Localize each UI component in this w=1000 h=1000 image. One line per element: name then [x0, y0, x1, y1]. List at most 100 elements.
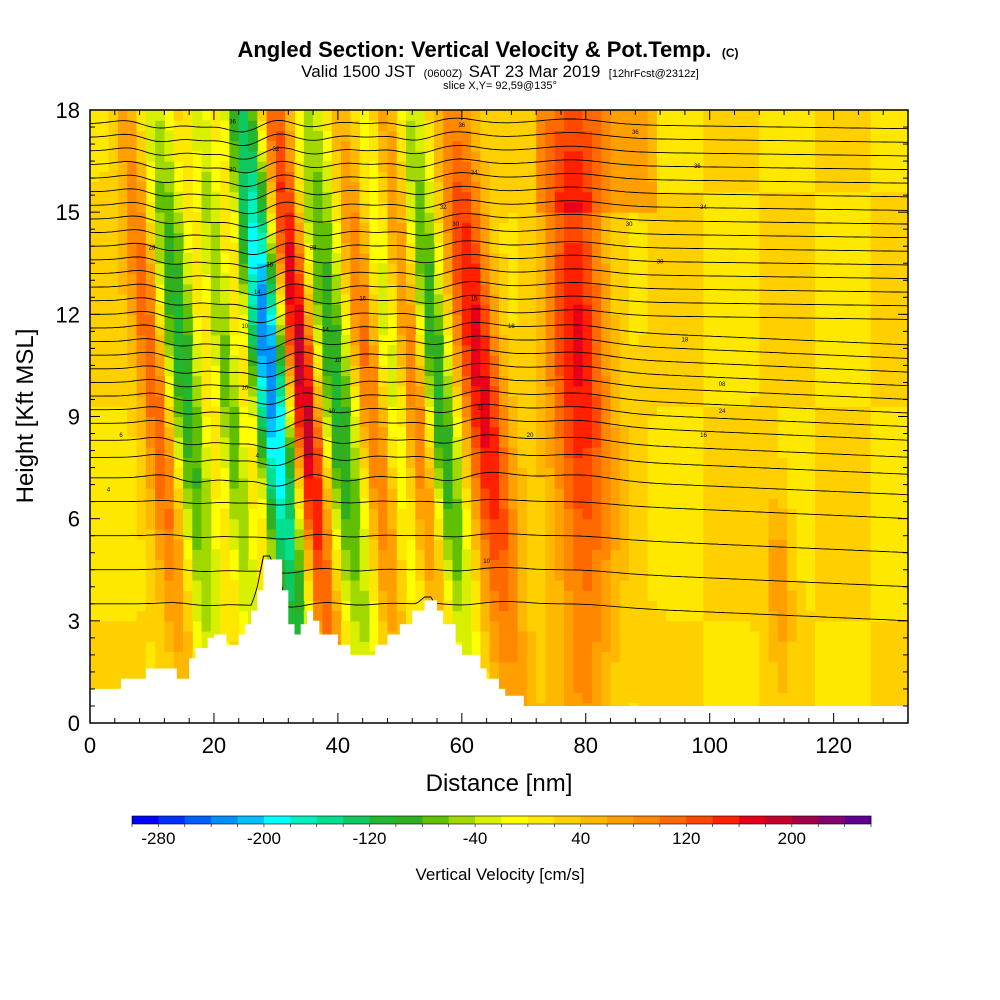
velocity-cell [433, 140, 444, 152]
velocity-cell [499, 140, 509, 152]
velocity-cell [666, 293, 677, 305]
velocity-cell [619, 191, 630, 203]
velocity-cell [796, 140, 807, 152]
velocity-cell [90, 304, 100, 315]
velocity-cell [712, 242, 723, 254]
velocity-cell [238, 477, 249, 489]
velocity-cell [740, 651, 751, 663]
velocity-cell [573, 580, 584, 591]
velocity-cell [341, 345, 351, 356]
velocity-cell [229, 447, 240, 458]
velocity-cell [740, 150, 751, 162]
velocity-cell [889, 283, 900, 295]
velocity-cell [536, 242, 547, 254]
velocity-cell [861, 314, 872, 326]
velocity-cell [796, 396, 807, 407]
velocity-cell [842, 620, 853, 632]
velocity-cell [285, 518, 296, 530]
velocity-cell [257, 457, 268, 469]
velocity-cell [461, 334, 472, 346]
velocity-cell [629, 651, 639, 663]
velocity-cell [350, 130, 361, 142]
velocity-cell [266, 273, 277, 285]
velocity-cell [489, 334, 500, 346]
velocity-cell [117, 396, 128, 407]
velocity-cell [266, 447, 277, 458]
velocity-cell [889, 569, 900, 581]
velocity-cell [759, 283, 770, 295]
velocity-cell [155, 447, 165, 458]
velocity-cell [452, 528, 463, 540]
velocity-cell [731, 590, 742, 601]
velocity-cell [294, 590, 305, 601]
velocity-cell [387, 120, 398, 131]
velocity-cell [712, 631, 723, 642]
velocity-cell [619, 498, 630, 509]
velocity-cell [619, 631, 630, 642]
velocity-cell [192, 130, 203, 142]
velocity-cell [545, 539, 556, 550]
velocity-cell [452, 508, 463, 520]
velocity-cell [396, 324, 407, 336]
velocity-cell [554, 569, 565, 581]
velocity-cell [880, 222, 890, 234]
velocity-cell [136, 191, 147, 203]
velocity-cell [889, 314, 900, 326]
velocity-cell [229, 416, 240, 428]
velocity-cell [90, 631, 100, 642]
velocity-cell [898, 498, 908, 509]
velocity-cell [638, 539, 649, 550]
velocity-cell [248, 161, 258, 172]
velocity-cell [824, 365, 835, 377]
velocity-cell [155, 385, 165, 397]
velocity-cell [554, 283, 565, 295]
velocity-cell [554, 539, 565, 550]
velocity-cell [740, 232, 751, 244]
velocity-cell [424, 273, 435, 285]
velocity-cell [666, 682, 677, 693]
velocity-cell [796, 600, 807, 612]
velocity-cell [824, 600, 835, 612]
velocity-cell [294, 528, 305, 540]
velocity-cell [703, 692, 714, 704]
velocity-cell [536, 477, 547, 489]
velocity-cell [396, 416, 407, 428]
velocity-cell [694, 590, 705, 601]
velocity-cell [192, 600, 203, 612]
velocity-cell [341, 253, 351, 264]
velocity-cell [712, 304, 723, 315]
velocity-cell [787, 641, 798, 653]
velocity-cell [127, 651, 138, 663]
velocity-cell [657, 600, 667, 612]
velocity-cell [582, 375, 593, 387]
velocity-cell [666, 345, 677, 356]
velocity-cell [499, 406, 509, 418]
velocity-cell [136, 314, 147, 326]
velocity-cell [368, 498, 379, 509]
velocity-cell [341, 508, 351, 520]
velocity-cell [675, 692, 686, 704]
velocity-cell [275, 467, 286, 479]
velocity-cell [433, 161, 444, 172]
velocity-cell [768, 682, 779, 693]
velocity-cell [833, 549, 844, 561]
velocity-cell [368, 559, 379, 571]
velocity-cell [526, 447, 537, 458]
velocity-cell [433, 212, 444, 223]
velocity-cell [777, 610, 788, 622]
velocity-cell [777, 130, 788, 142]
velocity-cell [545, 201, 556, 213]
velocity-cell [499, 539, 509, 550]
velocity-cell [712, 201, 723, 213]
velocity-cell [489, 150, 500, 162]
velocity-cell [350, 549, 361, 561]
velocity-cell [480, 651, 491, 663]
velocity-cell [489, 253, 500, 264]
velocity-cell [117, 467, 128, 479]
velocity-cell [722, 518, 732, 530]
velocity-cell [145, 467, 156, 479]
velocity-cell [136, 242, 147, 254]
velocity-cell [675, 671, 686, 683]
velocity-cell [210, 345, 221, 356]
velocity-cell [638, 212, 649, 223]
